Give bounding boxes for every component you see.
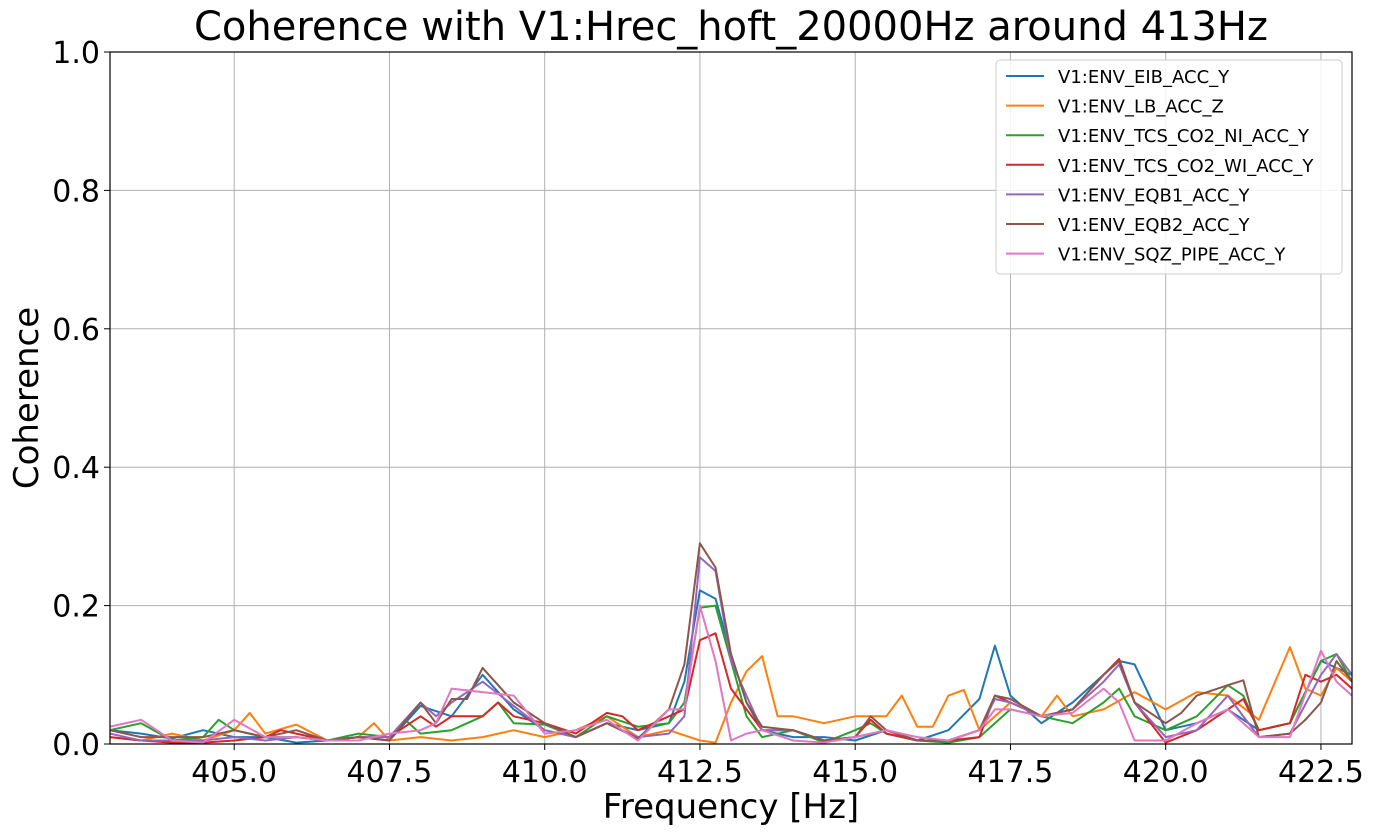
series-line-v1-env-sqz-pipe-acc-y [110,604,1352,744]
y-tick-label: 0.2 [52,590,100,625]
x-axis-label: Frequency [Hz] [603,787,859,827]
y-axis-label: Coherence [7,307,47,489]
legend-entry-label: V1:ENV_TCS_CO2_WI_ACC_Y [1058,156,1314,177]
series-line-v1-env-eqb2-acc-y [110,542,1352,742]
x-tick-label: 412.5 [657,755,743,790]
legend-entry-label: V1:ENV_EIB_ACC_Y [1058,67,1230,88]
legend-entry-label: V1:ENV_LB_ACC_Z [1058,97,1224,118]
plot-frame [109,51,1353,745]
legend-entry-label: V1:ENV_TCS_CO2_NI_ACC_Y [1058,126,1310,147]
series-layer [110,542,1352,744]
y-tick-label: 0.6 [52,313,100,348]
legend-entry-label: V1:ENV_EQB2_ACC_Y [1058,215,1250,236]
legend: V1:ENV_EIB_ACC_Y V1:ENV_LB_ACC_Z V1:ENV_TC… [995,59,1343,275]
x-tick-label: 405.0 [191,755,277,790]
x-axis-ticks: 405.0 407.5 410.0 412.5 415.0 417.5 420.0 422.5 [191,744,1364,790]
x-tick-label: 422.5 [1278,755,1364,790]
legend-box [995,59,1343,275]
y-axis-ticks: 0.0 0.2 0.4 0.6 0.8 1.0 [52,36,110,763]
x-tick-label: 417.5 [968,755,1054,790]
y-tick-label: 0.4 [52,451,100,486]
y-tick-label: 0.8 [52,174,100,209]
x-tick-label: 415.0 [812,755,898,790]
x-tick-label: 407.5 [347,755,433,790]
y-tick-label: 1.0 [52,36,100,71]
x-tick-label: 410.0 [502,755,588,790]
legend-entry-label: V1:ENV_SQZ_PIPE_ACC_Y [1058,245,1286,266]
y-tick-label: 0.0 [52,728,100,763]
x-tick-label: 420.0 [1123,755,1209,790]
chart-title: Coherence with V1:Hrec_hoft_20000Hz arou… [194,4,1268,50]
legend-entry-label: V1:ENV_EQB1_ACC_Y [1058,185,1250,206]
